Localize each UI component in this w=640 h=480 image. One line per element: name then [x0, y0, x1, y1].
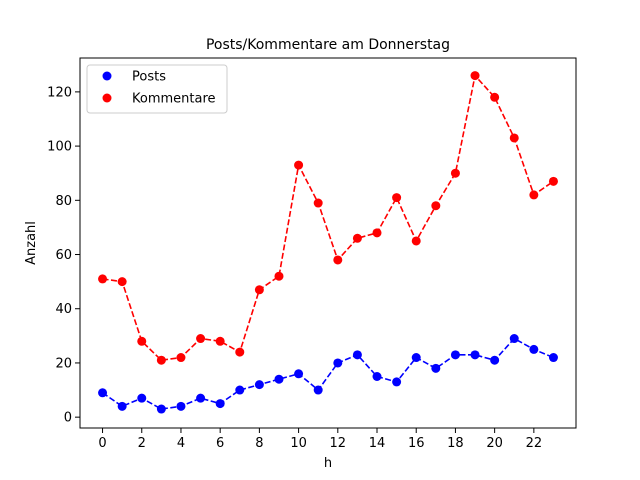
data-point-kommentare: [470, 71, 480, 81]
y-tick-label: 40: [55, 302, 72, 317]
data-point-posts: [431, 363, 441, 373]
data-point-posts: [333, 358, 343, 368]
data-point-posts: [490, 355, 500, 365]
data-point-posts: [372, 371, 382, 381]
data-point-kommentare: [352, 233, 362, 243]
data-point-kommentare: [431, 201, 441, 211]
data-point-kommentare: [411, 236, 421, 246]
data-point-kommentare: [235, 347, 245, 357]
x-tick-label: 2: [138, 436, 146, 451]
data-point-posts: [254, 380, 264, 390]
x-axis-label: h: [324, 456, 332, 471]
data-point-posts: [176, 401, 186, 411]
data-point-kommentare: [529, 190, 539, 200]
data-point-kommentare: [196, 334, 206, 344]
data-point-kommentare: [274, 271, 284, 281]
data-point-kommentare: [254, 285, 264, 295]
legend-box: [86, 64, 228, 114]
data-point-posts: [117, 401, 127, 411]
y-tick-label: 100: [47, 140, 72, 155]
legend-marker-kommentare: [102, 93, 112, 103]
data-point-posts: [548, 353, 558, 363]
y-axis: 0 20 40 60 80 100 120: [47, 85, 80, 426]
series-layer: [98, 71, 558, 414]
x-tick-label: 14: [369, 436, 386, 451]
data-point-kommentare: [490, 92, 500, 102]
data-point-kommentare: [117, 277, 127, 287]
data-point-posts: [98, 388, 108, 398]
y-tick-label: 120: [47, 85, 72, 100]
data-point-kommentare: [156, 355, 166, 365]
x-tick-label: 20: [486, 436, 503, 451]
data-point-kommentare: [548, 176, 558, 186]
data-point-kommentare: [372, 228, 382, 238]
x-tick-label: 22: [526, 436, 543, 451]
x-tick-label: 10: [290, 436, 307, 451]
x-tick-label: 6: [216, 436, 224, 451]
data-point-posts: [313, 385, 323, 395]
plot-area: [80, 58, 576, 428]
data-point-posts: [215, 399, 225, 409]
y-tick-label: 80: [55, 194, 72, 209]
data-point-kommentare: [215, 336, 225, 346]
plot-background: [80, 58, 576, 428]
x-tick-label: 8: [255, 436, 263, 451]
data-point-kommentare: [333, 255, 343, 265]
data-point-posts: [352, 350, 362, 360]
data-point-kommentare: [450, 168, 460, 178]
legend-label-posts: Posts: [132, 70, 166, 85]
x-tick-label: 4: [177, 436, 185, 451]
data-point-posts: [411, 353, 421, 363]
chart-title: Posts/Kommentare am Donnerstag: [206, 37, 450, 53]
x-tick-label: 0: [98, 436, 106, 451]
data-point-posts: [392, 377, 402, 387]
data-point-posts: [274, 374, 284, 384]
series-kommentare: [98, 71, 558, 365]
plot-frame: [79, 57, 577, 429]
data-point-posts: [450, 350, 460, 360]
data-point-kommentare: [294, 160, 304, 170]
data-point-kommentare: [392, 193, 402, 203]
data-point-posts: [529, 344, 539, 354]
data-point-posts: [235, 385, 245, 395]
data-point-posts: [156, 404, 166, 414]
legend: Posts Kommentare: [86, 64, 228, 114]
y-tick-label: 60: [55, 248, 72, 263]
y-axis-label: Anzahl: [24, 221, 39, 265]
x-tick-label: 18: [447, 436, 464, 451]
legend-label-kommentare: Kommentare: [132, 92, 216, 107]
data-point-posts: [294, 369, 304, 379]
data-point-posts: [137, 393, 147, 403]
y-tick-label: 0: [64, 411, 72, 426]
data-point-kommentare: [176, 353, 186, 363]
legend-marker-posts: [102, 71, 112, 81]
x-tick-label: 12: [330, 436, 347, 451]
data-point-posts: [470, 350, 480, 360]
y-tick-label: 20: [55, 356, 72, 371]
data-point-kommentare: [137, 336, 147, 346]
data-point-posts: [196, 393, 206, 403]
data-point-posts: [509, 334, 519, 344]
data-point-kommentare: [313, 198, 323, 208]
x-axis: 0 2 4 6 8 10 12 14 16 18 20 22: [98, 428, 542, 451]
data-point-kommentare: [98, 274, 108, 284]
x-tick-label: 16: [408, 436, 425, 451]
data-point-kommentare: [509, 133, 519, 143]
series-posts: [98, 334, 558, 414]
